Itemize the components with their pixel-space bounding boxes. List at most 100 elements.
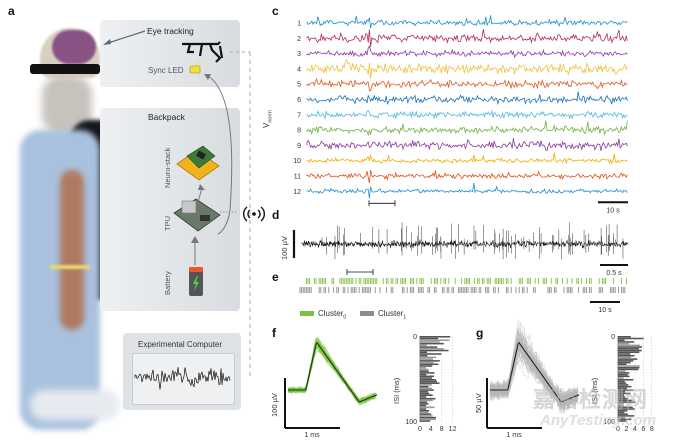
scale-bar-x-label: 1 ms (506, 432, 522, 439)
eye-tracking-label: Eye tracking (147, 26, 194, 36)
isi-bar (420, 394, 433, 397)
isi-bar (420, 416, 436, 419)
channel-label: 6 (297, 97, 301, 104)
isi-bar (618, 394, 624, 397)
waveform-trace (287, 351, 377, 402)
channel-trace (306, 45, 628, 59)
isi-bar (420, 337, 438, 340)
channel-label: 10 (293, 158, 301, 165)
isi-bar (618, 348, 640, 350)
battery-icon (189, 267, 203, 296)
legend-cluster0-sub: 0 (343, 314, 347, 321)
computer-screen (132, 353, 235, 405)
waveform-mean (490, 341, 580, 403)
isi-bar (618, 358, 638, 360)
isi-bar (420, 373, 427, 376)
waveform-trace (287, 341, 377, 404)
chart-f-waveforms: 1 ms (284, 336, 378, 439)
isi-bar (420, 342, 444, 345)
isi-bar (618, 406, 633, 409)
isi-xtick: 4 (429, 426, 433, 433)
isi-bar (420, 379, 436, 381)
waveform-trace (287, 342, 377, 403)
watermark-cn: 嘉峪检测网 (533, 387, 649, 412)
d-scale-y-label: 100 µV (280, 236, 289, 260)
isi-bar (420, 354, 428, 357)
isi-bar (420, 365, 433, 367)
isi-bar (618, 342, 630, 345)
isi-xtick: 0 (616, 426, 620, 433)
panel-label-c: c (272, 4, 279, 18)
isi-bar (420, 361, 434, 364)
isi-bar (618, 385, 632, 388)
legend-swatch-cluster0 (300, 311, 314, 317)
waveform-trace (287, 347, 377, 403)
waveform-trace (287, 338, 377, 403)
isi-ytick: 0 (611, 334, 615, 341)
waveform-trace (287, 343, 377, 405)
channel-label: 4 (297, 66, 301, 73)
isi-bar (420, 387, 432, 390)
e-scale-bar-label: 10 s (598, 307, 612, 314)
waveform-trace (287, 346, 377, 404)
isi-bar (420, 380, 438, 383)
isi-bar (618, 341, 635, 343)
isi-bar (420, 360, 440, 362)
waveform-trace (287, 342, 377, 404)
isi-bar (420, 420, 430, 422)
isi-bar (420, 372, 435, 374)
isi-bar (420, 397, 436, 400)
channel-label: 2 (297, 36, 301, 43)
isi-bar (618, 349, 642, 352)
waveform-trace (287, 346, 377, 405)
isi-bar (618, 372, 630, 374)
waveform-trace (287, 341, 377, 405)
panel-label-g: g (476, 326, 484, 340)
isi-bar (618, 346, 643, 348)
backpack-label: Backpack (148, 112, 185, 122)
waveform-trace (287, 341, 377, 403)
watermark-en: AnyTesting.com (540, 412, 657, 429)
legend-swatch-cluster1 (360, 311, 374, 317)
panel-label-f: f (272, 326, 276, 340)
isi-bar (618, 399, 633, 402)
isi-bar (618, 397, 628, 400)
isi-xtick: 12 (449, 426, 457, 433)
isi-xtick: 8 (650, 426, 654, 433)
isi-bar (618, 353, 631, 355)
panel-label-e: e (272, 270, 279, 284)
isi-bar (618, 396, 626, 398)
isi-bar (618, 368, 639, 371)
f-scale-y-label: 100 µV (270, 393, 279, 417)
isi-bar (618, 377, 624, 379)
isi-bar (420, 356, 437, 359)
waveform-trace (287, 348, 377, 402)
isi-bar (420, 403, 429, 405)
waveform-trace (287, 340, 377, 406)
waveform-trace (287, 344, 377, 404)
isi-bar (618, 409, 628, 412)
channel-label: 7 (297, 112, 301, 119)
legend-cluster1-text: Cluster (378, 309, 404, 318)
channel-label: 3 (297, 51, 301, 58)
legend-cluster1-sub: 1 (403, 314, 407, 321)
waveform-trace (489, 346, 579, 407)
waveform-trace (287, 336, 376, 405)
isi-bar (420, 399, 433, 402)
eye-tracking-arrow (103, 30, 146, 45)
channel-trace (306, 120, 628, 137)
c-scale-bar-label: 10 s (606, 207, 620, 214)
isi-bar (420, 375, 434, 378)
waveform-trace (287, 344, 377, 402)
isi-bar (420, 411, 429, 414)
isi-bar (420, 382, 440, 384)
isi-bar (420, 415, 433, 417)
channel-trace (306, 169, 628, 184)
waveform-trace (287, 339, 377, 402)
isi-bar (618, 379, 634, 381)
isi-bar (618, 336, 631, 338)
vnorm-main: V (262, 122, 271, 128)
waveform-trace (287, 341, 377, 406)
battery-label: Battery (163, 271, 172, 295)
waveform-trace (287, 345, 377, 402)
